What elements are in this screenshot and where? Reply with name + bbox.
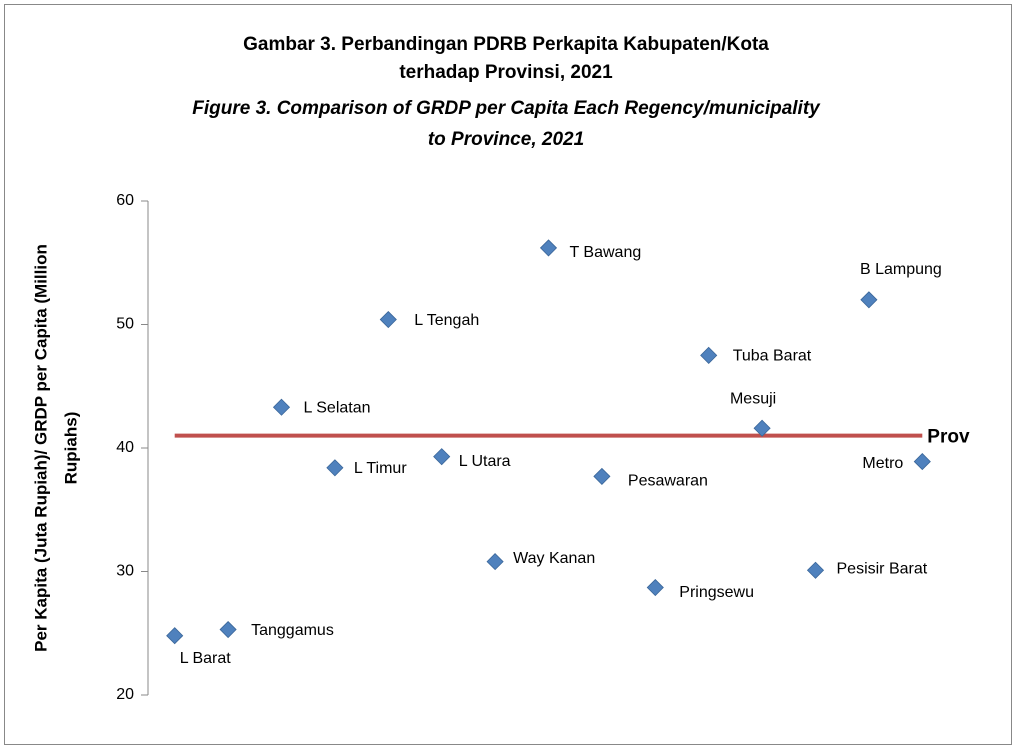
point [700,346,718,364]
point-label: Pringsewu [679,584,754,601]
point-label: Pesawaran [628,473,708,490]
point [806,561,825,579]
point-label: L Barat [180,650,232,667]
point [379,310,397,329]
chart-title: Gambar 3. Perbandingan PDRB Perkapita Ka… [243,34,769,55]
point [593,467,611,485]
point-label: Tanggamus [251,622,334,639]
point-label: T Bawang [570,244,642,261]
y-tick-label: 60 [116,192,134,209]
reference-label: Prov [927,427,970,448]
y-tick-label: 50 [116,316,134,333]
point-label: B Lampung [860,261,942,278]
point [326,459,344,477]
point-label: Mesuji [730,390,776,407]
point-label: L Timur [354,460,407,477]
point-label: L Utara [459,453,511,470]
point-label: L Tengah [414,312,479,329]
y-tick-label: 30 [116,563,134,580]
point-label: Tuba Barat [733,348,812,365]
y-tick-label: 20 [116,686,134,703]
y-axis-label: Rupiahs) [61,412,80,485]
point [646,578,664,597]
point [486,553,504,571]
y-tick-label: 40 [116,439,134,456]
point [219,620,237,639]
y-axis-label: Per Kapita (Juta Rupiah)/ GRDP per Capit… [31,244,50,652]
point [166,627,184,645]
point-label: Way Kanan [513,550,595,567]
point-label: Metro [862,455,903,472]
point-label: L Selatan [304,399,371,416]
point [433,448,451,466]
point [272,398,291,416]
chart-subtitle: Figure 3. Comparison of GRDP per Capita … [192,98,821,119]
point [753,419,771,437]
chart-subtitle: to Province, 2021 [428,129,584,150]
point-label: Pesisir Barat [837,560,928,577]
chart-frame [4,4,1012,745]
point [860,291,878,309]
chart-title: terhadap Provinsi, 2021 [399,62,613,83]
point [539,239,558,257]
point [913,453,931,471]
